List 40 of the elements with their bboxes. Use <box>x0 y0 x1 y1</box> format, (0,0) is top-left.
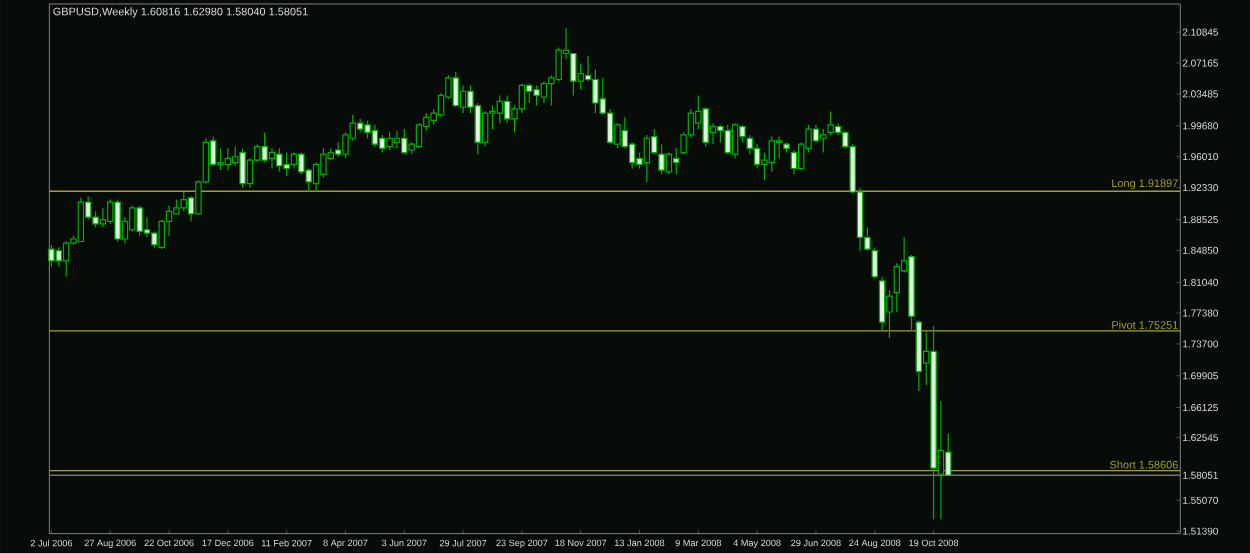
candlestick <box>731 122 739 160</box>
candlestick <box>540 80 548 104</box>
candlestick <box>114 199 121 243</box>
candlestick <box>459 85 467 114</box>
candlestick <box>62 241 70 278</box>
candlestick <box>481 111 489 148</box>
candlestick <box>261 132 268 164</box>
candlestick <box>371 124 379 148</box>
candlestick <box>518 83 526 114</box>
candlestick <box>136 205 143 237</box>
candlestick <box>239 147 246 189</box>
candlestick <box>658 143 665 176</box>
candlestick <box>401 128 408 156</box>
candlestick <box>217 147 224 171</box>
candlestick <box>276 147 283 173</box>
candlestick <box>665 152 673 176</box>
candlestick <box>753 143 761 170</box>
candlestick <box>224 147 232 171</box>
candlestick <box>393 130 401 150</box>
candlestick <box>415 122 423 150</box>
candlestick <box>334 142 342 158</box>
candlestick <box>790 149 798 176</box>
candlestick <box>526 83 533 104</box>
candlestick <box>99 207 107 229</box>
candlestick <box>533 85 540 107</box>
candlestick <box>724 124 731 156</box>
candlestick <box>768 136 776 173</box>
candlestick <box>312 162 320 193</box>
candlestick <box>55 247 63 268</box>
candlestick <box>268 147 276 170</box>
candlestick <box>452 71 459 109</box>
candlestick <box>48 244 55 268</box>
candlestick <box>775 136 783 160</box>
candlestick <box>643 134 651 183</box>
candlestick <box>180 191 187 213</box>
candlestick <box>496 95 504 124</box>
candlestick <box>77 197 85 243</box>
candlestick <box>283 152 290 177</box>
candlestick <box>503 95 511 124</box>
candlestick <box>878 276 886 331</box>
